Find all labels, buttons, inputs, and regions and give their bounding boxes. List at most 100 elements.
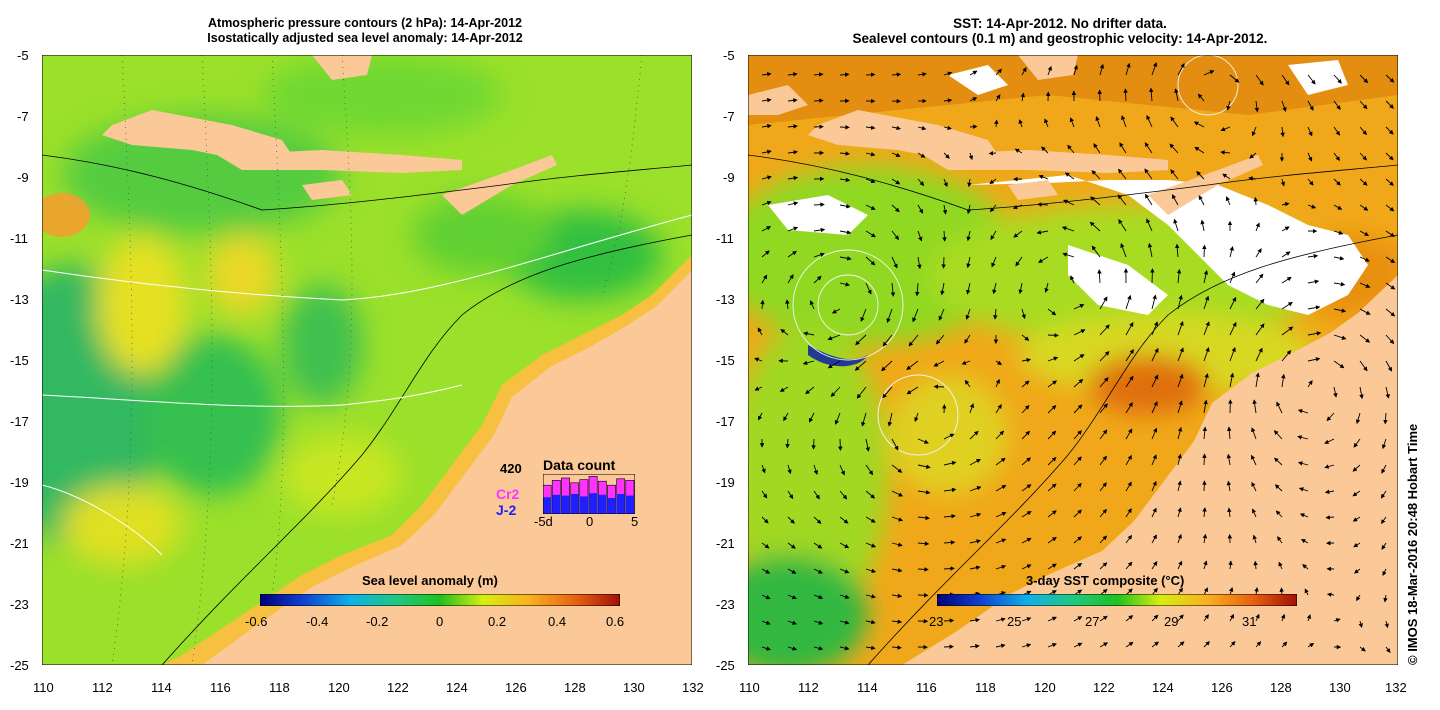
velocity-arrow xyxy=(1252,534,1257,544)
colorbar-tick: 27 xyxy=(1085,614,1100,629)
velocity-arrow xyxy=(1383,594,1388,603)
velocity-arrow xyxy=(1099,508,1107,518)
left-title-line1: Atmospheric pressure contours (2 hPa): 1… xyxy=(208,16,522,30)
lon-tick: 120 xyxy=(328,680,350,695)
velocity-arrow xyxy=(1151,641,1160,648)
velocity-arrow xyxy=(839,568,850,574)
velocity-arrow xyxy=(855,334,867,346)
velocity-arrow xyxy=(1273,430,1283,440)
velocity-arrow xyxy=(891,256,898,269)
lon-tick: 112 xyxy=(798,680,819,695)
velocity-arrow xyxy=(1099,535,1108,544)
velocity-arrow xyxy=(1255,74,1264,86)
velocity-arrow xyxy=(1047,536,1057,544)
velocity-arrow xyxy=(813,490,820,500)
velocity-arrow xyxy=(1021,643,1032,648)
velocity-arrow xyxy=(813,620,824,625)
velocity-arrow xyxy=(1202,244,1207,258)
velocity-arrow xyxy=(943,125,952,131)
velocity-arrow xyxy=(941,256,946,269)
velocity-arrow xyxy=(1047,308,1057,316)
velocity-arrow xyxy=(1229,347,1236,362)
velocity-arrow xyxy=(1226,100,1231,111)
velocity-arrow xyxy=(1359,204,1369,211)
velocity-arrow xyxy=(761,542,770,549)
velocity-arrow xyxy=(761,175,772,180)
velocity-arrow xyxy=(943,618,955,623)
velocity-arrow xyxy=(1333,178,1341,186)
velocity-arrow xyxy=(1229,321,1237,336)
velocity-arrow xyxy=(1099,429,1108,440)
velocity-arrow xyxy=(917,438,929,444)
velocity-arrow xyxy=(1333,386,1338,398)
right-title: SST: 14-Apr-2012. No drifter data. Seale… xyxy=(810,16,1310,46)
velocity-arrow xyxy=(991,256,997,268)
velocity-arrow xyxy=(966,282,971,295)
velocity-arrow xyxy=(891,464,903,473)
velocity-arrow xyxy=(761,516,769,524)
velocity-arrow xyxy=(1381,464,1387,474)
velocity-arrow xyxy=(1203,70,1215,76)
velocity-arrow xyxy=(1120,242,1127,258)
velocity-arrow xyxy=(1194,146,1205,154)
velocity-arrow xyxy=(943,644,954,649)
lon-tick: 126 xyxy=(1211,680,1233,695)
velocity-arrow xyxy=(1125,481,1132,492)
velocity-arrow xyxy=(1151,614,1159,622)
australia-landmass xyxy=(902,275,1398,665)
velocity-arrow xyxy=(1326,412,1335,422)
velocity-arrow xyxy=(834,412,841,425)
velocity-arrow xyxy=(839,594,850,599)
velocity-arrow xyxy=(1281,276,1292,284)
velocity-arrow xyxy=(1255,273,1264,284)
velocity-arrow xyxy=(891,516,904,522)
velocity-arrow xyxy=(1229,296,1237,310)
lat-tick: -25 xyxy=(716,658,735,673)
velocity-arrow xyxy=(1177,614,1184,622)
velocity-arrow xyxy=(1281,251,1291,258)
velocity-arrow xyxy=(779,386,789,392)
velocity-arrow xyxy=(1229,613,1235,622)
velocity-arrow xyxy=(1333,100,1341,111)
lon-tick: 124 xyxy=(1152,680,1174,695)
velocity-arrow xyxy=(787,542,796,549)
velocity-arrow xyxy=(943,514,956,519)
velocity-arrow xyxy=(1171,194,1179,206)
velocity-arrow xyxy=(839,490,848,500)
velocity-arrow xyxy=(1174,88,1179,102)
velocity-arrow xyxy=(761,200,772,206)
colorbar-tick: 29 xyxy=(1164,614,1179,629)
velocity-arrow xyxy=(995,511,1007,518)
velocity-arrow xyxy=(865,72,876,77)
velocity-arrow xyxy=(1203,560,1208,570)
velocity-arrow xyxy=(969,403,975,414)
velocity-arrow xyxy=(1021,357,1031,363)
velocity-arrow xyxy=(1324,489,1335,495)
velocity-arrow xyxy=(966,204,972,215)
data-count-bars xyxy=(543,474,635,514)
velocity-arrow xyxy=(865,125,876,130)
velocity-arrow xyxy=(1383,412,1388,425)
data-count-title: Data count xyxy=(543,457,616,473)
data-count-xtick: 0 xyxy=(586,514,594,529)
lon-tick: 124 xyxy=(446,680,468,695)
sumba-island xyxy=(302,180,352,200)
velocity-arrow xyxy=(1333,152,1341,162)
velocity-arrow xyxy=(1255,347,1263,362)
lon-tick: 122 xyxy=(387,680,409,695)
lon-tick: 120 xyxy=(1034,680,1056,695)
velocity-arrow xyxy=(1047,65,1052,76)
colorbar-tick: 0.2 xyxy=(488,614,507,629)
lat-tick: -17 xyxy=(716,414,735,429)
velocity-arrow xyxy=(942,204,948,215)
velocity-arrow xyxy=(1073,354,1085,362)
velocity-arrow xyxy=(839,203,851,209)
velocity-arrow xyxy=(1151,427,1158,440)
velocity-arrow xyxy=(995,538,1007,544)
velocity-arrow xyxy=(943,566,955,571)
velocity-arrow xyxy=(1173,218,1179,232)
j2-count-bar xyxy=(616,494,625,514)
series-label-cr2: Cr2 xyxy=(496,486,520,502)
velocity-arrow xyxy=(805,386,815,395)
velocity-arrow xyxy=(881,360,893,372)
